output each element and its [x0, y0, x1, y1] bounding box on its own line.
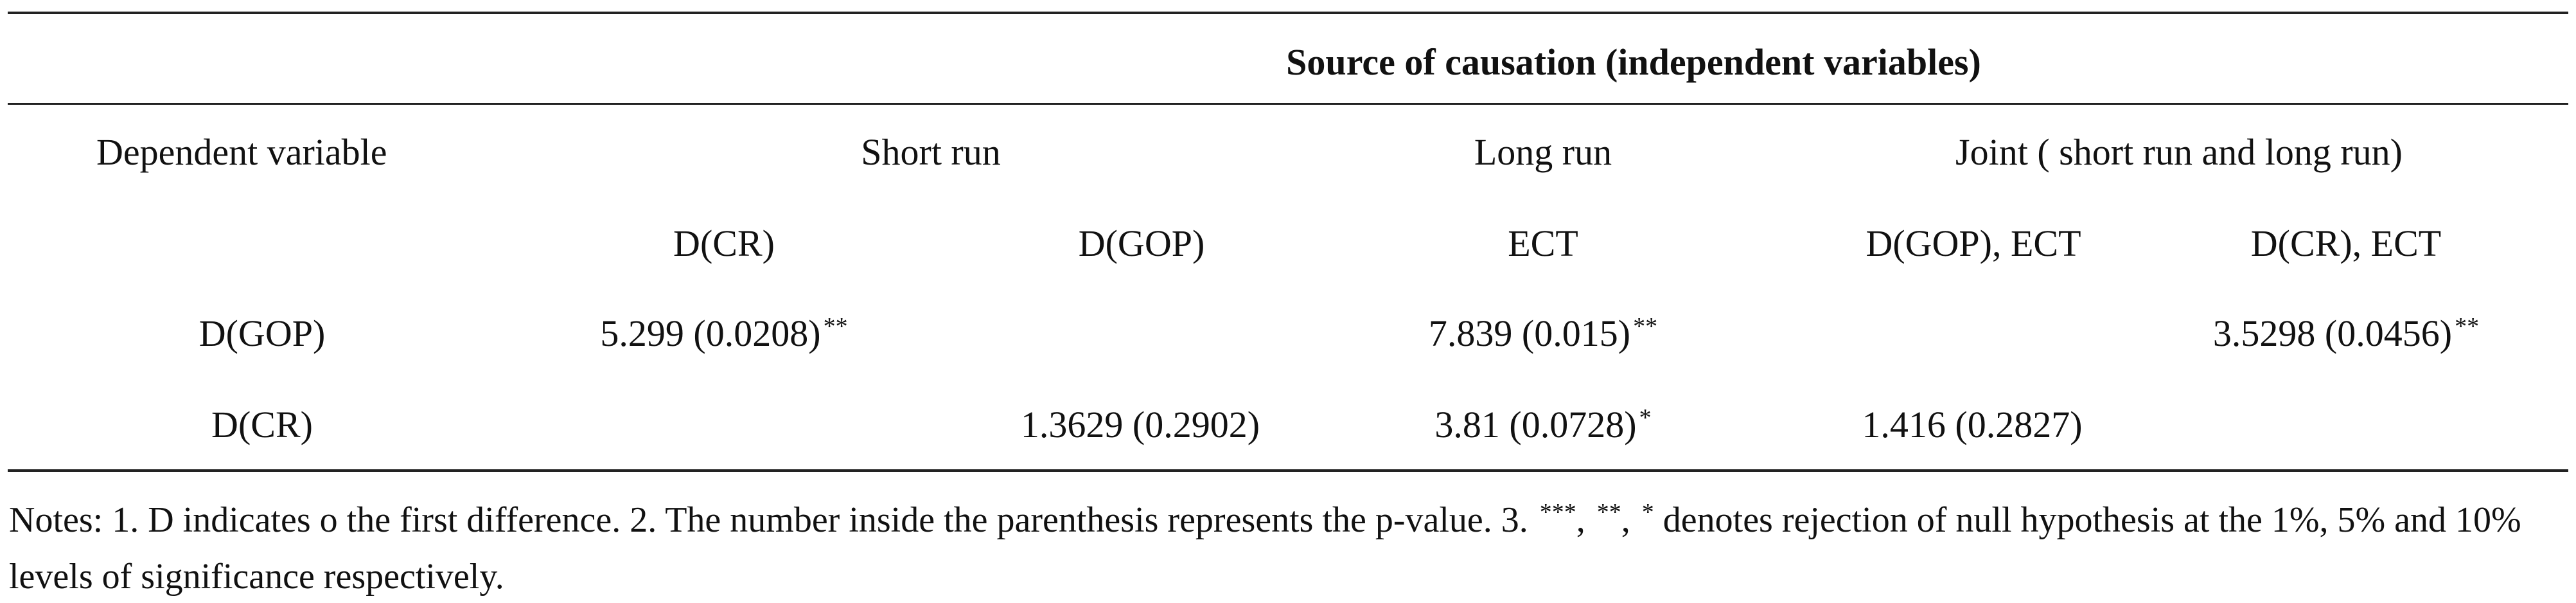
table-cell	[1140, 315, 1143, 352]
joint-header: Joint ( short run and long run)	[1955, 131, 2403, 173]
table-cell: 5.299 (0.0208) **	[600, 312, 848, 354]
significance-mark: **	[2455, 313, 2480, 340]
subheader-short-gop: D(GOP)	[1078, 222, 1205, 264]
significance-mark: **	[1596, 499, 1621, 526]
significance-mark: **	[823, 313, 848, 340]
significance-mark: *	[1639, 404, 1652, 431]
significance-mark: *	[1641, 499, 1654, 526]
group-header-rule	[8, 103, 2568, 105]
significance-mark: **	[1633, 313, 1658, 340]
dependent-variable-header: Dependent variable	[96, 131, 387, 173]
table-cell: 3.5298 (0.0456) **	[2212, 312, 2480, 354]
table-cell	[723, 406, 725, 444]
row-dependent-label: D(GOP)	[198, 312, 326, 354]
significance-mark: ***	[1539, 499, 1576, 526]
table-cell: 3.81 (0.0728) *	[1434, 404, 1652, 446]
row-dependent-label: D(CR)	[211, 404, 313, 446]
table-notes: Notes: 1. D indicates o the first differ…	[9, 499, 2521, 597]
table-cell: 1.3629 (0.2902)	[1020, 404, 1260, 446]
table-cell: 7.839 (0.015) **	[1428, 312, 1658, 354]
table-cell	[1972, 315, 1975, 352]
short-run-header: Short run	[861, 131, 1001, 173]
subheader-long-ect: ECT	[1508, 222, 1578, 264]
subheader-short-cr: D(CR)	[673, 222, 775, 264]
subheader-joint-gop-ect: D(GOP), ECT	[1866, 222, 2081, 264]
subheader-joint-cr-ect: D(CR), ECT	[2250, 222, 2442, 264]
table-cell	[2345, 406, 2347, 444]
top-rule	[8, 12, 2568, 14]
long-run-header: Long run	[1474, 131, 1612, 173]
group-header: Source of causation (independent variabl…	[1286, 41, 1981, 83]
bottom-rule	[8, 469, 2568, 472]
table-cell: 1.416 (0.2827)	[1862, 404, 2083, 446]
